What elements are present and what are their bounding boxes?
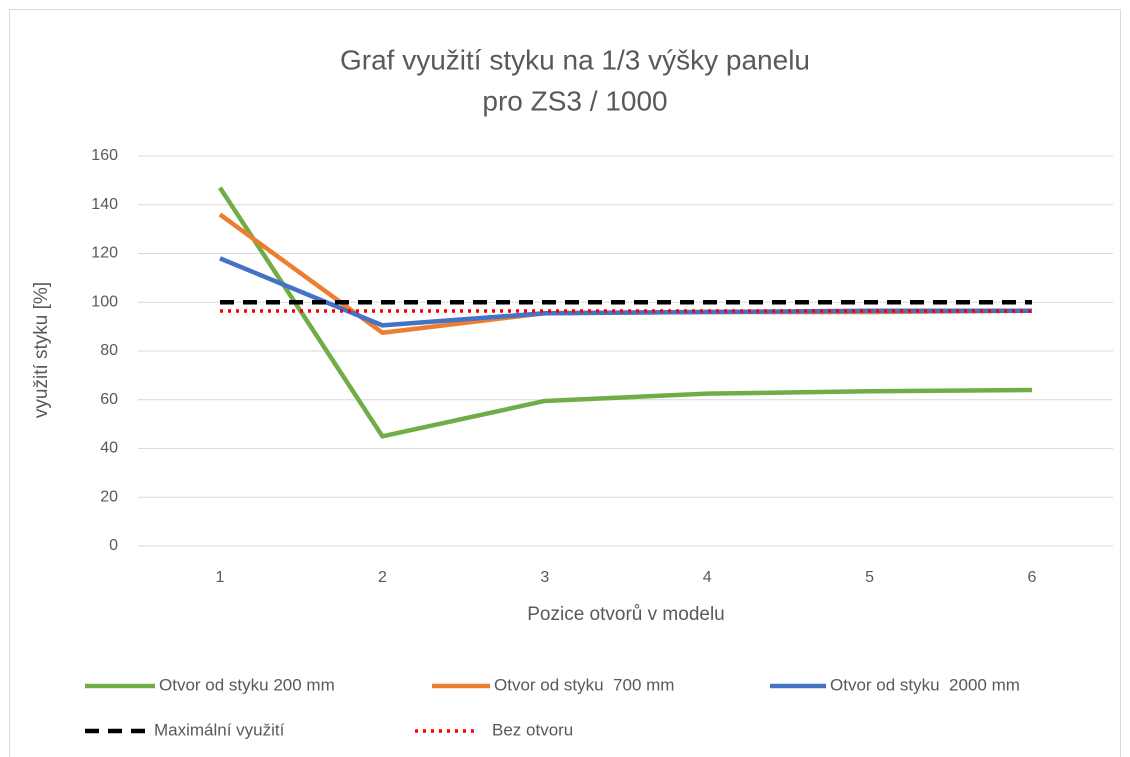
y-tick-label: 160 (91, 147, 118, 164)
series-line (218, 186, 1033, 439)
legend-label: Bez otvoru (492, 720, 573, 739)
y-tick-label: 140 (91, 196, 118, 213)
y-tick-label: 80 (100, 342, 118, 359)
x-axis-title: Pozice otvorů v modelu (527, 604, 725, 625)
y-tick-label: 0 (109, 537, 118, 554)
y-tick-label: 60 (100, 391, 118, 408)
legend-label: Otvor od styku 700 mm (494, 675, 674, 694)
y-tick-label: 40 (100, 440, 118, 457)
chart-title: pro ZS3 / 1000 (482, 85, 667, 116)
x-tick-label: 5 (865, 569, 874, 586)
y-tick-label: 100 (91, 293, 118, 310)
x-tick-label: 2 (378, 569, 387, 586)
y-tick-label: 120 (91, 245, 118, 262)
chart-border (9, 9, 1121, 757)
y-tick-label: 20 (100, 488, 118, 505)
legend-label: Otvor od styku 200 mm (159, 675, 335, 694)
x-tick-label: 3 (540, 569, 549, 586)
series-line (219, 256, 1032, 328)
legend-label: Maximální využití (154, 720, 285, 739)
x-tick-label: 6 (1028, 569, 1037, 586)
x-tick-label: 1 (216, 569, 225, 586)
y-axis-title: využití styku [%] (31, 282, 52, 418)
chart-title: Graf využití styku na 1/3 výšky panelu (340, 44, 810, 75)
x-tick-label: 4 (703, 569, 712, 586)
legend-label: Otvor od styku 2000 mm (830, 675, 1020, 694)
